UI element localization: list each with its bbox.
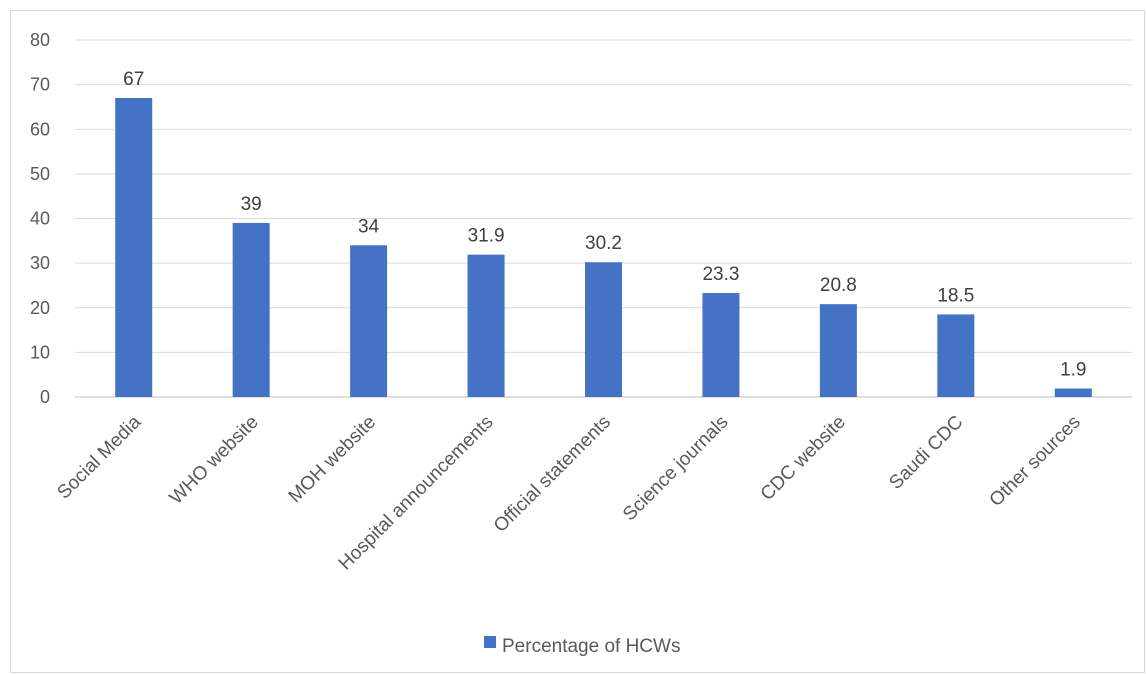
x-tick-label: Saudi CDC: [885, 412, 967, 494]
legend-label: Percentage of HCWs: [502, 636, 680, 657]
y-tick-label: 0: [40, 387, 50, 407]
legend: Percentage of HCWs: [484, 636, 680, 657]
x-tick-label: WHO website: [166, 412, 263, 509]
y-tick-label: 80: [30, 30, 50, 50]
bar: [232, 222, 270, 397]
x-tick-label: Science journals: [619, 412, 732, 525]
bar: [350, 245, 388, 397]
data-label: 23.3: [702, 264, 739, 285]
x-tick-label: MOH website: [285, 412, 380, 507]
data-label: 67: [123, 69, 144, 90]
x-axis-labels: Social Media WHO website MOH websiteHospit…: [53, 411, 1084, 574]
data-label: 30.2: [585, 233, 622, 254]
data-label: 18.5: [937, 285, 974, 306]
data-label: 1.9: [1060, 360, 1086, 381]
bar: [585, 262, 622, 397]
data-label: 20.8: [820, 275, 857, 296]
y-axis-ticks: 0 10 20 30 40 50 60 70 80: [30, 30, 50, 407]
y-tick-label: 70: [30, 75, 50, 95]
bar: [702, 293, 740, 397]
bars: [115, 98, 1092, 397]
y-tick-label: 10: [30, 342, 50, 362]
x-tick-label: Official statements: [490, 412, 615, 537]
y-tick-label: 40: [30, 209, 50, 229]
y-tick-label: 20: [30, 298, 50, 318]
bar: [115, 98, 153, 397]
x-tick-label: CDC website: [757, 412, 850, 505]
data-label: 34: [358, 216, 380, 237]
y-tick-label: 60: [30, 119, 50, 139]
bar: [467, 254, 505, 397]
x-tick-label: Social Media: [53, 411, 145, 503]
y-tick-label: 30: [30, 253, 50, 273]
legend-swatch: [484, 636, 496, 648]
data-label: 31.9: [468, 226, 505, 247]
y-tick-label: 50: [30, 164, 50, 184]
x-tick-label: Other sources: [986, 412, 1085, 511]
bar: [937, 314, 975, 397]
data-labels: 67 39 34 31.9 30.2 23.3 20.8 18.5 1.9: [123, 69, 1086, 381]
data-label: 39: [241, 194, 262, 215]
bar: [1054, 388, 1092, 397]
bar: [819, 304, 857, 397]
